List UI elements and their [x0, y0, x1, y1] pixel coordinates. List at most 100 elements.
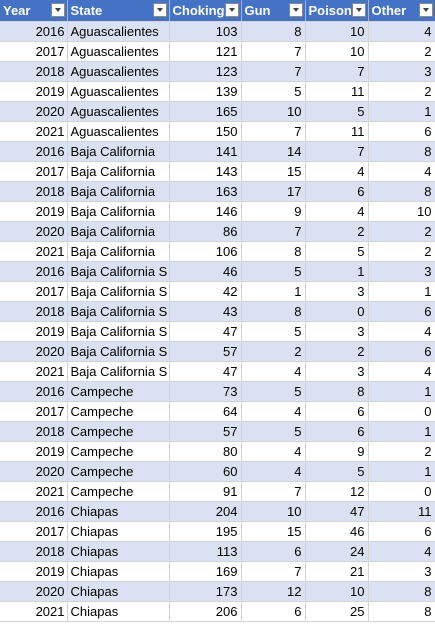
cell-state[interactable]: Aguascalientes	[67, 41, 170, 62]
cell-year[interactable]: 2017	[0, 401, 68, 422]
cell-gun[interactable]: 4	[241, 441, 306, 462]
cell-year[interactable]: 2017	[0, 161, 68, 182]
cell-poison[interactable]: 7	[305, 61, 369, 82]
cell-year[interactable]: 2020	[0, 581, 68, 602]
cell-year[interactable]: 2021	[0, 241, 68, 262]
cell-poison[interactable]: 3	[305, 281, 369, 302]
cell-state[interactable]: Baja California	[67, 201, 170, 222]
cell-other[interactable]: 0	[368, 481, 435, 502]
cell-year[interactable]: 2021	[0, 121, 68, 142]
cell-gun[interactable]: 5	[241, 261, 306, 282]
cell-other[interactable]: 2	[368, 81, 435, 102]
cell-state[interactable]: Baja California S	[67, 341, 170, 362]
cell-state[interactable]: Baja California S	[67, 281, 170, 302]
cell-choking[interactable]: 165	[169, 101, 242, 122]
cell-year[interactable]: 2020	[0, 221, 68, 242]
cell-choking[interactable]: 173	[169, 581, 242, 602]
cell-poison[interactable]: 46	[305, 521, 369, 542]
cell-choking[interactable]: 195	[169, 521, 242, 542]
cell-year[interactable]: 2021	[0, 601, 68, 622]
cell-year[interactable]: 2019	[0, 81, 68, 102]
cell-choking[interactable]: 47	[169, 321, 242, 342]
cell-other[interactable]: 6	[368, 341, 435, 362]
cell-poison[interactable]: 8	[305, 381, 369, 402]
cell-choking[interactable]: 206	[169, 601, 242, 622]
cell-state[interactable]: Chiapas	[67, 541, 170, 562]
cell-gun[interactable]: 9	[241, 201, 306, 222]
cell-poison[interactable]: 10	[305, 21, 369, 42]
cell-choking[interactable]: 146	[169, 201, 242, 222]
cell-poison[interactable]: 25	[305, 601, 369, 622]
cell-other[interactable]: 4	[368, 361, 435, 382]
cell-gun[interactable]: 7	[241, 61, 306, 82]
cell-gun[interactable]: 4	[241, 401, 306, 422]
cell-gun[interactable]: 10	[241, 501, 306, 522]
cell-choking[interactable]: 43	[169, 301, 242, 322]
cell-other[interactable]: 3	[368, 261, 435, 282]
cell-year[interactable]: 2020	[0, 101, 68, 122]
cell-gun[interactable]: 5	[241, 321, 306, 342]
cell-choking[interactable]: 163	[169, 181, 242, 202]
cell-poison[interactable]: 10	[305, 581, 369, 602]
cell-year[interactable]: 2018	[0, 541, 68, 562]
cell-poison[interactable]: 6	[305, 181, 369, 202]
cell-choking[interactable]: 169	[169, 561, 242, 582]
cell-choking[interactable]: 60	[169, 461, 242, 482]
cell-year[interactable]: 2018	[0, 61, 68, 82]
cell-choking[interactable]: 150	[169, 121, 242, 142]
cell-state[interactable]: Chiapas	[67, 561, 170, 582]
cell-state[interactable]: Campeche	[67, 481, 170, 502]
cell-gun[interactable]: 7	[241, 121, 306, 142]
cell-other[interactable]: 2	[368, 41, 435, 62]
cell-other[interactable]: 8	[368, 141, 435, 162]
cell-year[interactable]: 2019	[0, 561, 68, 582]
cell-year[interactable]: 2021	[0, 481, 68, 502]
cell-choking[interactable]: 64	[169, 401, 242, 422]
filter-dropdown-icon[interactable]	[50, 3, 65, 17]
cell-state[interactable]: Baja California	[67, 181, 170, 202]
cell-other[interactable]: 6	[368, 121, 435, 142]
cell-choking[interactable]: 57	[169, 421, 242, 442]
cell-gun[interactable]: 15	[241, 161, 306, 182]
cell-choking[interactable]: 57	[169, 341, 242, 362]
column-header-poison[interactable]: Poison	[305, 0, 369, 22]
filter-dropdown-icon[interactable]	[224, 3, 239, 17]
cell-gun[interactable]: 5	[241, 81, 306, 102]
cell-choking[interactable]: 73	[169, 381, 242, 402]
cell-choking[interactable]: 121	[169, 41, 242, 62]
cell-choking[interactable]: 103	[169, 21, 242, 42]
column-header-state[interactable]: State	[67, 0, 170, 22]
cell-gun[interactable]: 8	[241, 301, 306, 322]
cell-other[interactable]: 2	[368, 241, 435, 262]
cell-other[interactable]: 1	[368, 381, 435, 402]
cell-gun[interactable]: 12	[241, 581, 306, 602]
cell-state[interactable]: Chiapas	[67, 521, 170, 542]
cell-gun[interactable]: 17	[241, 181, 306, 202]
cell-choking[interactable]: 86	[169, 221, 242, 242]
cell-state[interactable]: Campeche	[67, 441, 170, 462]
cell-state[interactable]: Aguascalientes	[67, 61, 170, 82]
cell-other[interactable]: 10	[368, 201, 435, 222]
column-header-choking[interactable]: Choking	[169, 0, 242, 22]
cell-choking[interactable]: 91	[169, 481, 242, 502]
cell-other[interactable]: 6	[368, 521, 435, 542]
cell-poison[interactable]: 12	[305, 481, 369, 502]
cell-state[interactable]: Baja California	[67, 241, 170, 262]
cell-state[interactable]: Baja California	[67, 141, 170, 162]
cell-choking[interactable]: 46	[169, 261, 242, 282]
cell-poison[interactable]: 7	[305, 141, 369, 162]
cell-gun[interactable]: 6	[241, 601, 306, 622]
filter-dropdown-icon[interactable]	[351, 3, 366, 17]
cell-choking[interactable]: 106	[169, 241, 242, 262]
cell-state[interactable]: Aguascalientes	[67, 21, 170, 42]
cell-gun[interactable]: 6	[241, 541, 306, 562]
cell-year[interactable]: 2017	[0, 41, 68, 62]
cell-poison[interactable]: 0	[305, 301, 369, 322]
cell-state[interactable]: Campeche	[67, 461, 170, 482]
cell-poison[interactable]: 11	[305, 121, 369, 142]
cell-other[interactable]: 4	[368, 21, 435, 42]
cell-gun[interactable]: 15	[241, 521, 306, 542]
cell-other[interactable]: 11	[368, 501, 435, 522]
cell-poison[interactable]: 21	[305, 561, 369, 582]
cell-choking[interactable]: 143	[169, 161, 242, 182]
